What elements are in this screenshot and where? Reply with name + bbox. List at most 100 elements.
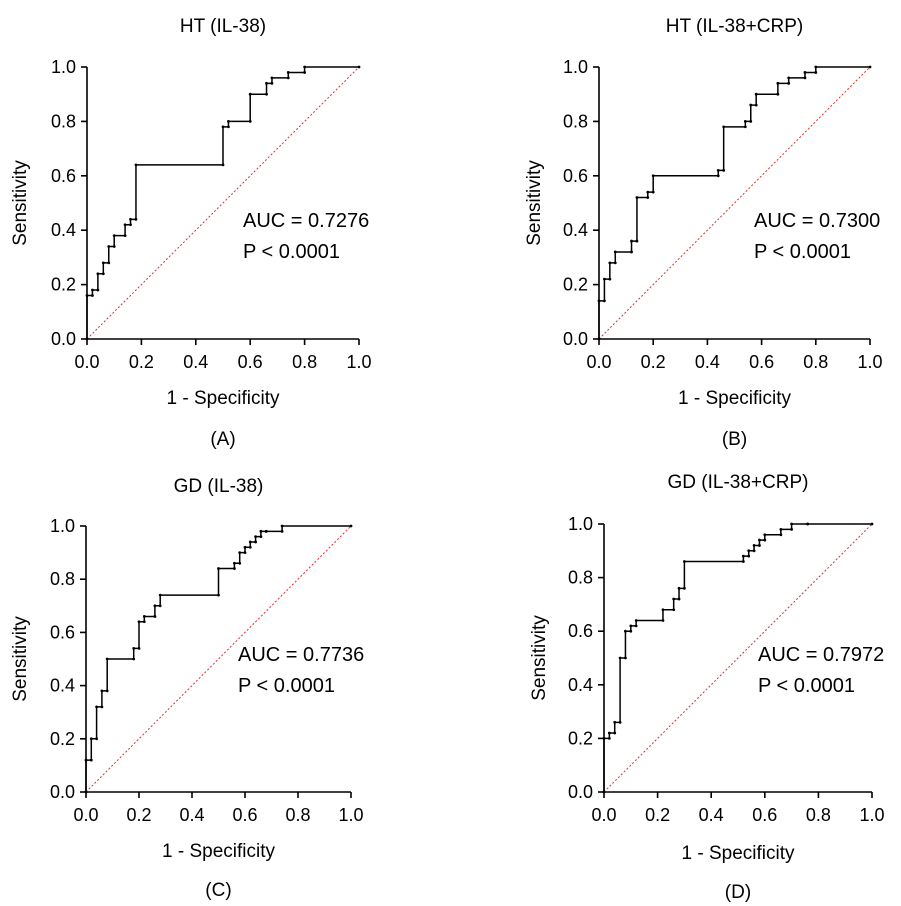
y-tick-label: 0.0 bbox=[51, 329, 76, 349]
roc-point bbox=[747, 554, 751, 558]
roc-point bbox=[716, 174, 720, 178]
roc-point bbox=[758, 538, 761, 542]
roc-point bbox=[787, 76, 791, 80]
roc-point bbox=[741, 554, 745, 558]
roc-point bbox=[91, 294, 94, 297]
roc-point bbox=[743, 125, 747, 129]
roc-point bbox=[286, 76, 290, 80]
roc-point bbox=[754, 103, 758, 107]
x-tick-label: 0.0 bbox=[591, 805, 616, 825]
roc-point bbox=[629, 624, 633, 628]
x-tick-label: 1.0 bbox=[859, 805, 884, 825]
roc-point bbox=[613, 720, 617, 724]
y-axis-label: Sensitivity bbox=[10, 160, 31, 246]
roc-panel-b: HT (IL-38+CRP) 0.0 0.2 0.4 0.6 0.8 1.0 0.0 0.2 0.… bbox=[524, 16, 883, 450]
roc-point bbox=[264, 529, 268, 533]
roc-panel-d: GD (IL-38+CRP) 0.0 0.2 0.4 0.6 0.8 1.0 0.0 0.2 0.… bbox=[529, 472, 885, 903]
x-axis-label: 1 - Specificity bbox=[682, 843, 795, 864]
roc-point bbox=[743, 120, 747, 123]
roc-point bbox=[814, 65, 818, 69]
roc-point bbox=[613, 250, 617, 254]
chart-title: HT (IL-38) bbox=[180, 16, 266, 37]
p-value-annotation: P < 0.0001 bbox=[238, 675, 335, 697]
roc-point bbox=[100, 705, 104, 709]
roc-point bbox=[84, 758, 88, 762]
roc-point bbox=[603, 299, 606, 303]
x-tick-label: 0.4 bbox=[183, 352, 208, 372]
roc-point bbox=[602, 737, 606, 740]
roc-point bbox=[153, 604, 157, 608]
y-tick-label: 1.0 bbox=[51, 57, 76, 77]
y-tick-label: 0.8 bbox=[51, 111, 76, 131]
roc-point bbox=[84, 790, 88, 794]
roc-panel-c: GD (IL-38) 0.0 0.2 0.4 0.6 0.8 1.0 0.0 0.2 0.4 0.6… bbox=[10, 476, 364, 901]
roc-point bbox=[158, 593, 162, 597]
roc-point bbox=[227, 125, 230, 129]
x-tick-label: 0.0 bbox=[586, 352, 611, 372]
roc-point bbox=[672, 608, 676, 612]
roc-point bbox=[96, 272, 100, 276]
roc-point bbox=[683, 586, 686, 590]
x-tick-label: 1.0 bbox=[857, 352, 882, 372]
roc-point bbox=[634, 624, 638, 628]
y-tick-label: 0.0 bbox=[568, 782, 593, 802]
roc-point bbox=[722, 125, 726, 129]
x-tick-label: 0.4 bbox=[179, 805, 204, 825]
x-tick-label: 0.2 bbox=[129, 352, 154, 372]
auc-annotation: AUC = 0.7736 bbox=[238, 644, 364, 666]
y-tick-label: 0.4 bbox=[50, 676, 75, 696]
roc-point bbox=[752, 549, 756, 553]
roc-point bbox=[303, 71, 306, 74]
roc-point bbox=[270, 76, 274, 80]
roc-point bbox=[153, 615, 157, 618]
x-tick-label: 0.4 bbox=[699, 805, 724, 825]
roc-point bbox=[259, 529, 263, 533]
roc-point bbox=[624, 629, 627, 633]
roc-point bbox=[608, 261, 612, 265]
x-tick-label: 0.2 bbox=[645, 805, 670, 825]
roc-point bbox=[280, 524, 284, 528]
x-tick-label: 1.0 bbox=[338, 805, 363, 825]
roc-point bbox=[134, 217, 138, 221]
roc-panel-a: HT (IL-38) 0.0 0.2 0.4 0.6 0.8 1.0 0.0 0.2 0.4 0.6… bbox=[10, 16, 372, 450]
y-tick-label: 1.0 bbox=[50, 516, 75, 536]
roc-point bbox=[238, 551, 242, 554]
roc-point bbox=[677, 586, 681, 590]
y-tick-label: 0.6 bbox=[563, 166, 588, 186]
roc-point bbox=[634, 619, 638, 622]
roc-point bbox=[132, 657, 136, 661]
y-tick-label: 0.4 bbox=[51, 220, 76, 240]
x-tick-label: 0.4 bbox=[695, 352, 720, 372]
roc-point bbox=[134, 163, 138, 167]
roc-point bbox=[608, 277, 612, 281]
x-tick-label: 1.0 bbox=[346, 352, 371, 372]
roc-point bbox=[661, 608, 665, 612]
x-tick-label: 0.6 bbox=[749, 352, 774, 372]
panel-label: (B) bbox=[722, 429, 747, 450]
x-axis-label: 1 - Specificity bbox=[162, 841, 275, 862]
x-tick-label: 0.6 bbox=[232, 805, 257, 825]
x-tick-label: 0.8 bbox=[292, 352, 317, 372]
y-tick-label: 0.0 bbox=[563, 329, 588, 349]
roc-point bbox=[280, 529, 284, 533]
roc-point bbox=[221, 163, 225, 167]
roc-point bbox=[142, 615, 146, 618]
roc-point bbox=[624, 656, 627, 660]
y-tick-label: 0.6 bbox=[568, 621, 593, 641]
roc-point bbox=[89, 737, 93, 741]
roc-point bbox=[233, 567, 236, 570]
roc-point bbox=[158, 604, 162, 608]
roc-point bbox=[747, 549, 751, 553]
roc-point bbox=[741, 560, 745, 563]
roc-point bbox=[722, 168, 726, 172]
reference-line bbox=[603, 523, 873, 793]
roc-point bbox=[646, 196, 650, 199]
roc-point bbox=[763, 538, 767, 542]
roc-point bbox=[243, 545, 247, 549]
roc-point bbox=[217, 593, 220, 597]
roc-point bbox=[672, 597, 676, 601]
y-tick-label: 0.2 bbox=[568, 728, 593, 748]
roc-point bbox=[89, 758, 93, 762]
roc-point bbox=[101, 272, 105, 276]
